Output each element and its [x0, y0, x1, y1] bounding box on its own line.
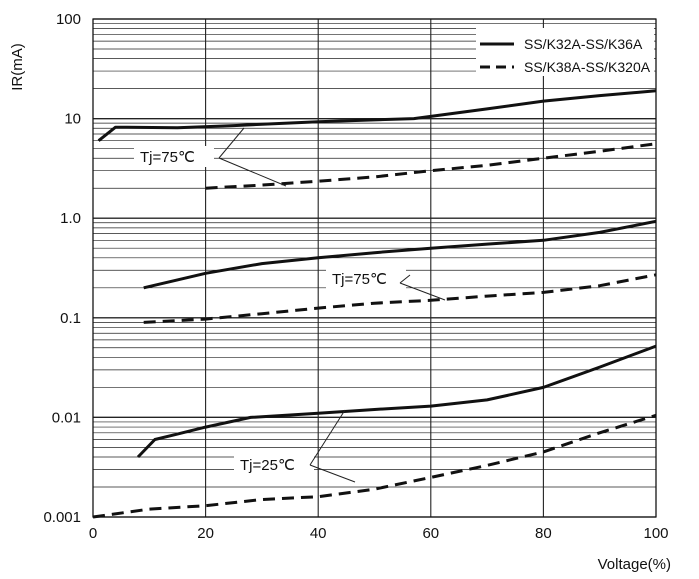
x-tick-label: 20	[197, 525, 214, 542]
series-line-dashed	[92, 413, 657, 519]
x-tick-label: 0	[89, 525, 97, 542]
series-line-solid	[136, 344, 657, 459]
annotation-leader-line	[218, 127, 245, 159]
annotations-group: Tj=75℃ Tj=75℃ Tj=25℃	[134, 127, 446, 483]
y-tick-label: 0.01	[52, 409, 81, 426]
x-axis-title: Voltage(%)	[598, 556, 671, 573]
y-tick-label: 1.0	[60, 210, 81, 227]
series-group	[92, 89, 657, 519]
y-tick-label: 100	[56, 11, 81, 28]
y-tick-label: 10	[64, 111, 81, 128]
temperature-annotation: Tj=75℃	[140, 149, 195, 166]
y-axis-title: IR(mA)	[9, 43, 26, 91]
annotation-leader-line	[309, 464, 356, 483]
series-line-dashed	[143, 273, 657, 324]
x-tick-label: 60	[422, 525, 439, 542]
x-tick-label: 80	[535, 525, 552, 542]
annotation-leader-line	[399, 274, 411, 284]
y-tick-label: 0.001	[43, 509, 81, 526]
annotation-background	[326, 268, 406, 289]
annotation-background	[234, 454, 314, 475]
legend-label-solid: SS/K32A-SS/K36A	[524, 36, 643, 52]
plot-frame	[92, 18, 657, 518]
x-tick-label: 40	[310, 525, 327, 542]
series-line-solid	[143, 219, 657, 290]
y-tick-labels: 100 10 1.0 0.1 0.01 0.001	[43, 11, 81, 526]
annotation-leader-line	[309, 409, 346, 466]
x-tick-label: 100	[643, 525, 668, 542]
x-tick-labels: 0 20 40 60 80 100	[89, 525, 669, 542]
annotation-leader-line	[218, 157, 287, 187]
annotation-background	[134, 146, 214, 167]
y-tick-label: 0.1	[60, 310, 81, 327]
series-line-solid	[97, 89, 657, 142]
annotation-leader-line	[399, 282, 446, 301]
temperature-annotation: Tj=25℃	[240, 457, 295, 474]
legend: SS/K32A-SS/K36A SS/K38A-SS/K320A	[476, 28, 654, 76]
legend-label-dashed: SS/K38A-SS/K320A	[524, 59, 651, 75]
temperature-annotation: Tj=75℃	[332, 271, 387, 288]
